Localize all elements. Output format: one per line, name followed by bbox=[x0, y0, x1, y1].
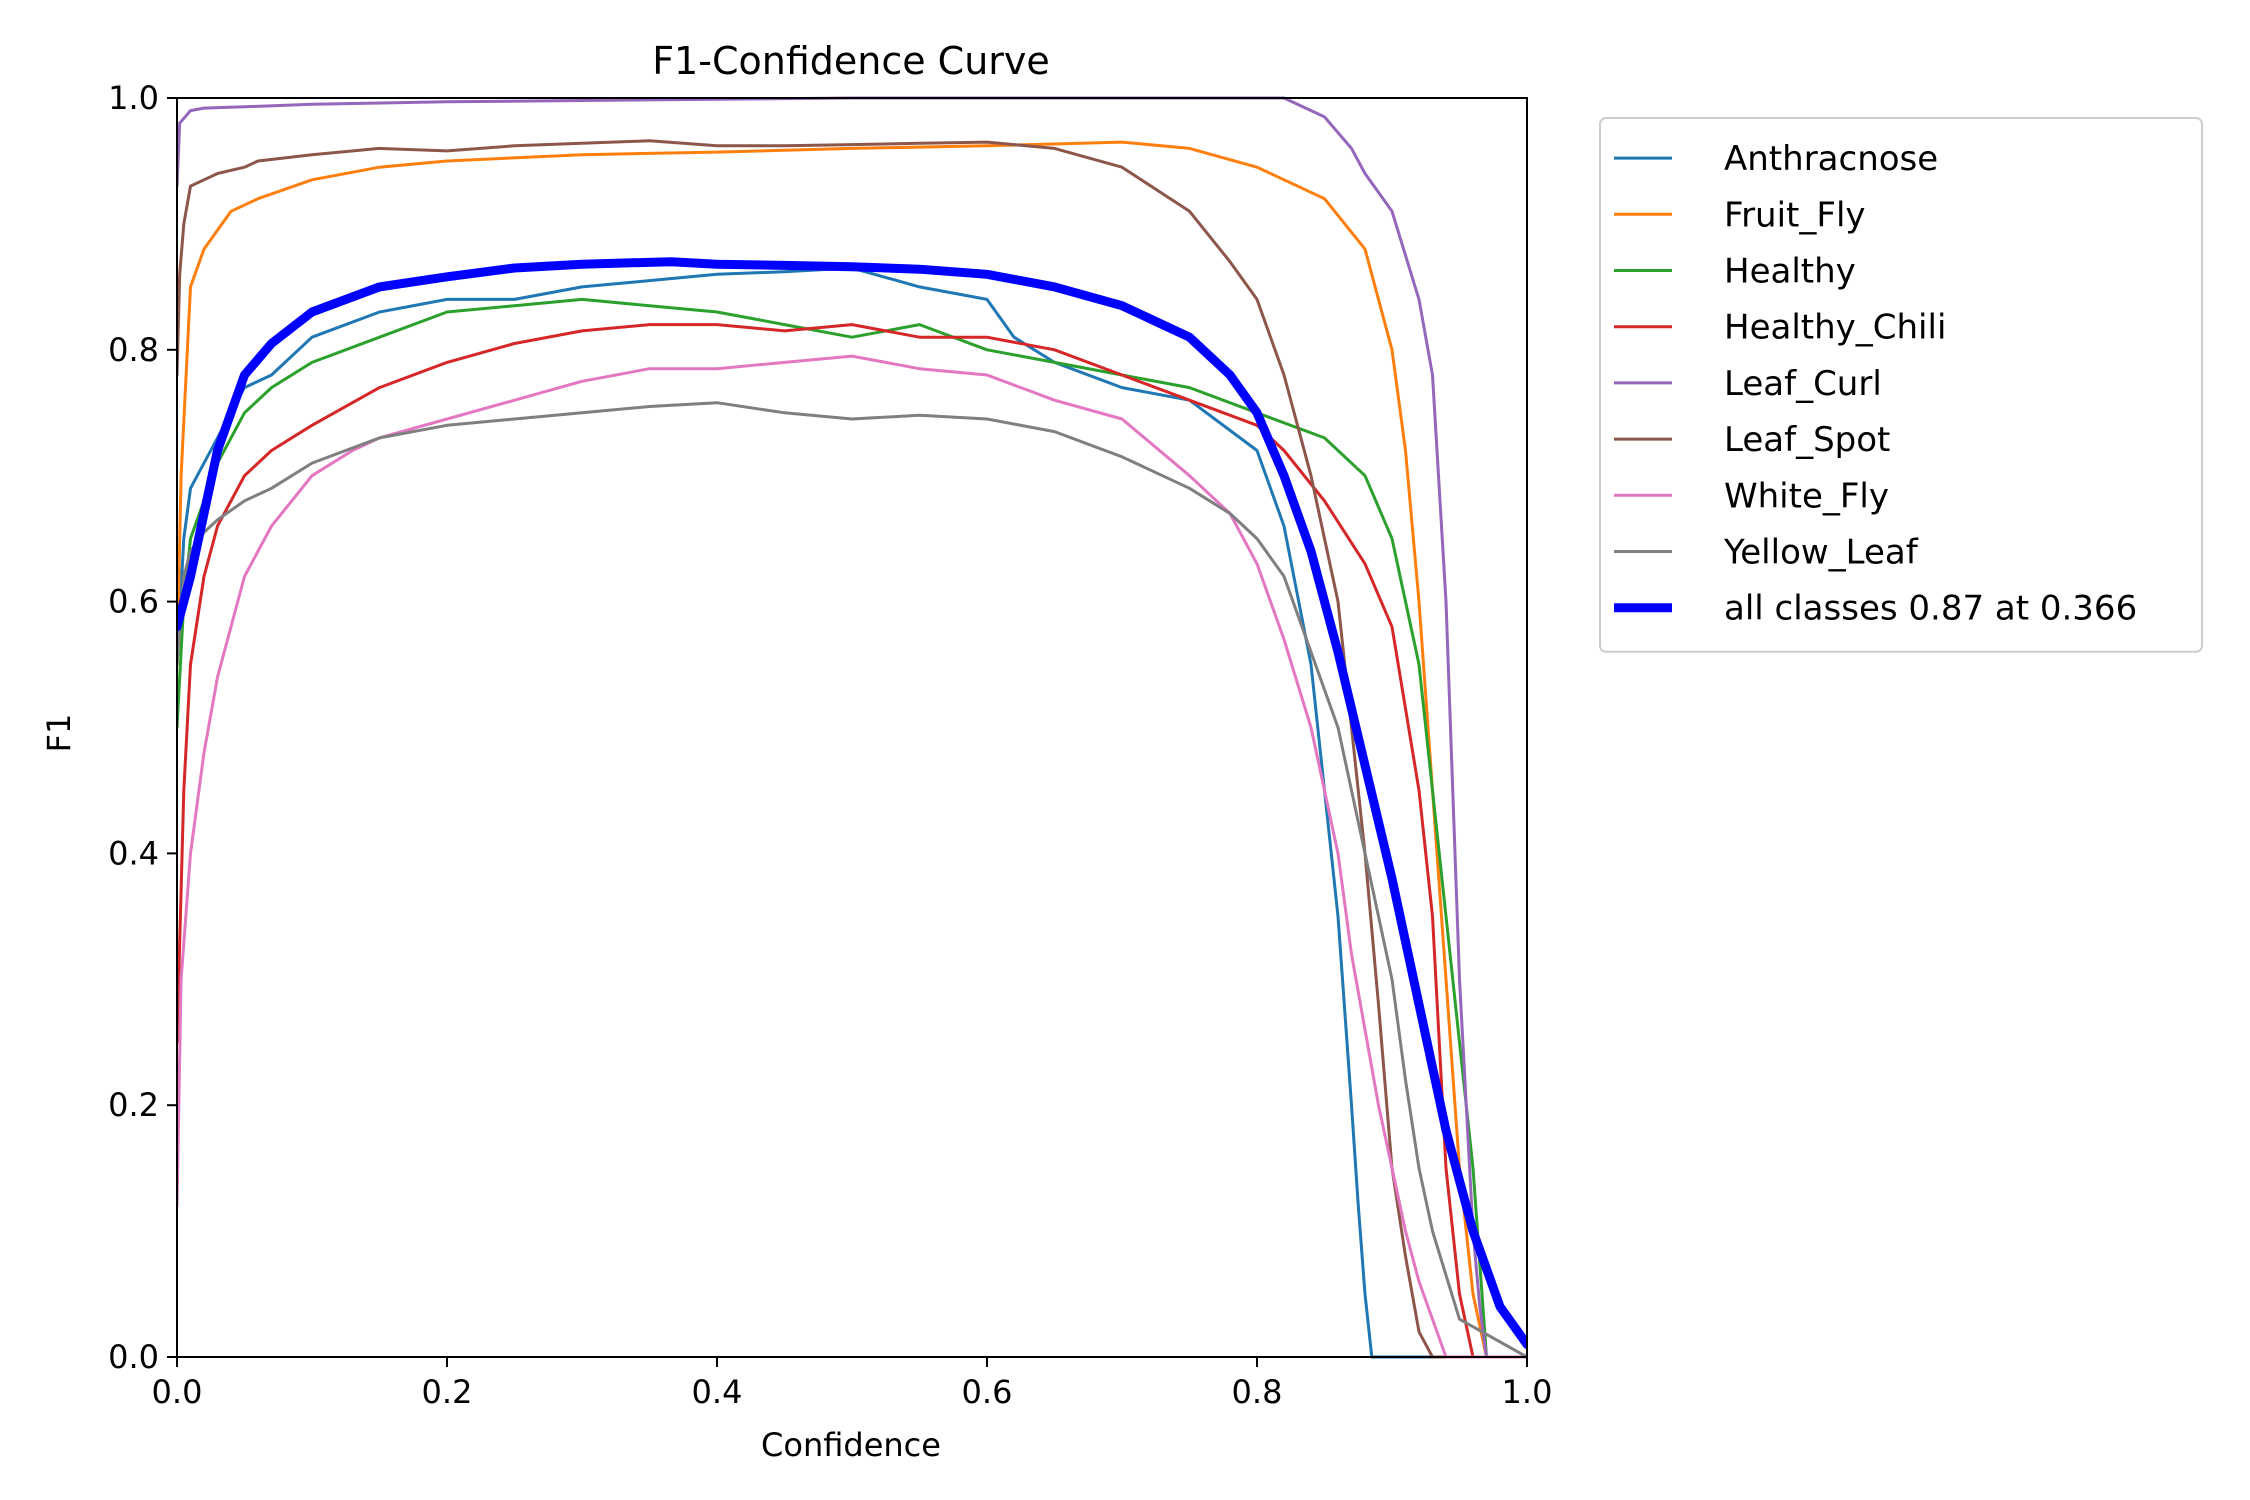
x-tick-label: 0.2 bbox=[422, 1373, 473, 1411]
series-line-white-fly bbox=[177, 354, 1527, 1359]
series-line-fruit-fly bbox=[177, 140, 1527, 1359]
series-line-healthy-chili bbox=[177, 323, 1527, 1359]
legend-label: Fruit_Fly bbox=[1724, 195, 1866, 235]
legend-label: Healthy_Chili bbox=[1724, 308, 1946, 348]
legend-box bbox=[1599, 117, 2203, 653]
series-line-all-classes-0-87-at-0-366 bbox=[177, 257, 1527, 1349]
y-tick-label: 0.0 bbox=[108, 1338, 159, 1376]
y-axis-title: F1 bbox=[40, 714, 78, 753]
x-tick-label: 0.0 bbox=[152, 1373, 203, 1411]
series-lines bbox=[177, 96, 1527, 1359]
x-tick-label: 1.0 bbox=[1502, 1373, 1553, 1411]
x-tick-label: 0.6 bbox=[962, 1373, 1013, 1411]
x-axis-title: Confidence bbox=[761, 1426, 941, 1464]
legend-label: Healthy bbox=[1724, 252, 1856, 292]
y-tick-label: 0.8 bbox=[108, 331, 159, 369]
series-line-anthracnose bbox=[177, 266, 1527, 1359]
legend: Anthracnose Fruit_Fly Healthy Healthy_Chili… bbox=[1599, 117, 2203, 653]
legend-label: all classes 0.87 at 0.366 bbox=[1724, 589, 2137, 629]
y-tick-label: 0.2 bbox=[108, 1086, 159, 1124]
y-tick-label: 1.0 bbox=[108, 79, 159, 117]
axes: 0.0 0.2 0.4 0.6 0.8 1.0 0.0 0.2 0.4 0.6 0.8 1.0 bbox=[108, 79, 1552, 1411]
legend-label: Leaf_Spot bbox=[1724, 420, 1890, 460]
legend-label: White_Fly bbox=[1724, 476, 1889, 516]
chart-title: F1-Confidence Curve bbox=[652, 39, 1050, 83]
legend-label: Leaf_Curl bbox=[1724, 364, 1882, 404]
x-tick-label: 0.8 bbox=[1232, 1373, 1283, 1411]
y-tick-label: 0.4 bbox=[108, 834, 159, 872]
legend-label: Yellow_Leaf bbox=[1723, 533, 1919, 573]
series-line-leaf-spot bbox=[177, 139, 1527, 1359]
series-line-yellow-leaf bbox=[177, 401, 1527, 1359]
y-tick-label: 0.6 bbox=[108, 583, 159, 621]
legend-label: Anthracnose bbox=[1724, 139, 1938, 179]
x-tick-label: 0.4 bbox=[692, 1373, 743, 1411]
plot-frame bbox=[176, 97, 1528, 1358]
plot-area bbox=[177, 96, 1527, 1359]
series-line-healthy bbox=[177, 297, 1527, 1359]
